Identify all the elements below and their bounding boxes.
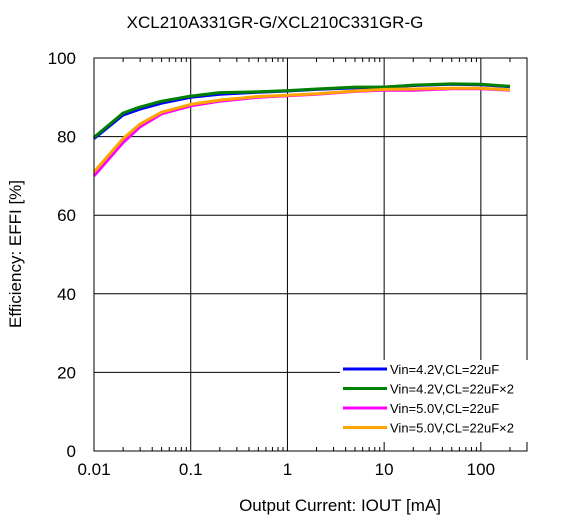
legend-label: Vin=5.0V,CL=22uF: [390, 401, 499, 416]
series-line: [92, 86, 511, 173]
y-axis-label: Efficiency: EFFI [%]: [6, 180, 25, 328]
x-tick-label: 100: [467, 460, 495, 479]
x-tick-label: 0.1: [179, 460, 203, 479]
legend: Vin=4.2V,CL=22uF Vin=4.2V,CL=22uF×2 Vin=5.…: [340, 360, 564, 442]
legend-label: Vin=4.2V,CL=22uF×2: [390, 382, 514, 397]
plot-frame: [93, 57, 528, 452]
y-axis-ticks: 0 20 40 60 80 100: [48, 49, 76, 461]
legend-label: Vin=4.2V,CL=22uF: [390, 362, 499, 377]
x-tick-label: 0.01: [77, 460, 110, 479]
y-tick-label: 60: [57, 206, 76, 225]
y-tick-label: 0: [67, 442, 76, 461]
y-tick-label: 80: [57, 128, 76, 147]
legend-label: Vin=5.0V,CL=22uF×2: [390, 421, 514, 436]
y-tick-label: 40: [57, 285, 76, 304]
x-axis-label: Output Current: IOUT [mA]: [239, 496, 441, 515]
x-tick-label: 1: [283, 460, 292, 479]
y-tick-label: 20: [57, 363, 76, 382]
x-axis-ticks: 0.01 0.1 1 10 100: [77, 58, 528, 479]
y-tick-label: 100: [48, 49, 76, 68]
series-line: [93, 82, 511, 139]
x-tick-label: 10: [375, 460, 394, 479]
series-line: [93, 82, 511, 140]
chart-title: XCL210A331GR-G/XCL210C331GR-G: [127, 13, 424, 32]
series-lines: [92, 82, 511, 177]
